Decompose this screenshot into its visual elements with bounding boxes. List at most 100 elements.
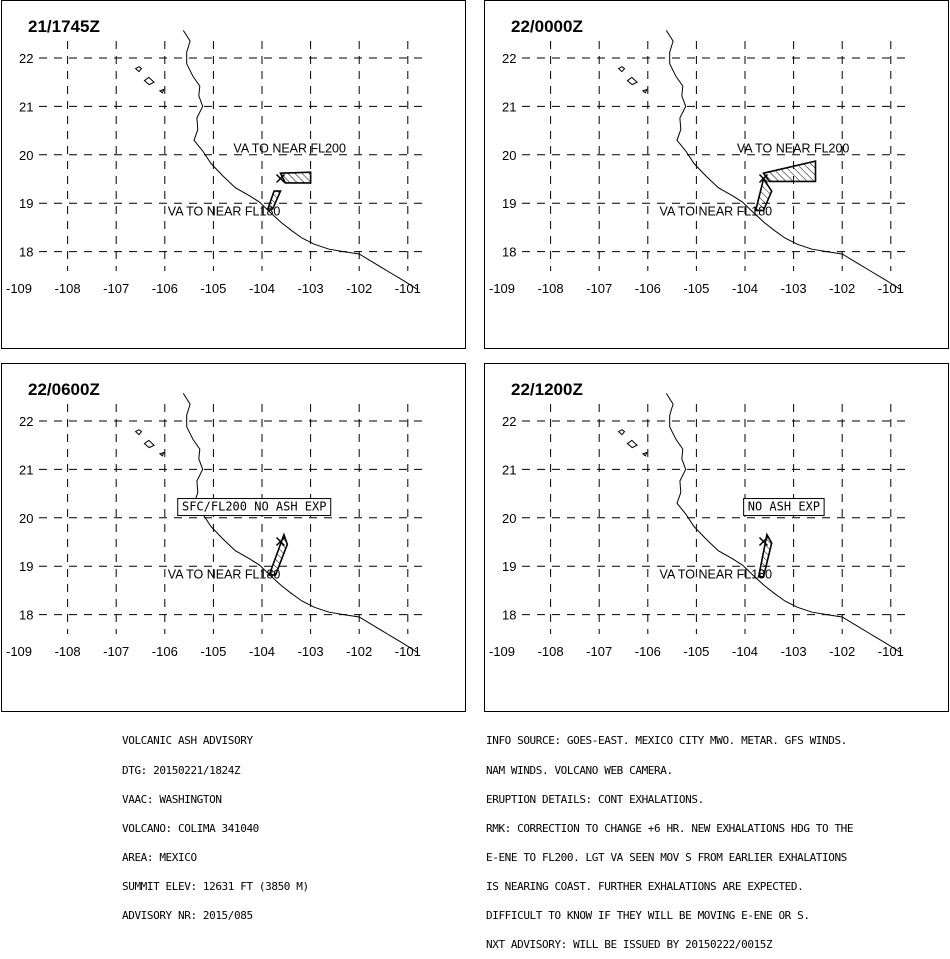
advisory-line: VAAC: WASHINGTON bbox=[122, 792, 222, 806]
latitude-tick-label: 22 bbox=[19, 51, 33, 66]
island bbox=[143, 439, 155, 449]
ash-level-label: VA TO NEAR FL200 bbox=[233, 141, 346, 155]
remarks-line: E-ENE TO FL200. LGT VA SEEN MOV S FROM E… bbox=[486, 850, 847, 864]
longitude-tick-label: -105 bbox=[683, 281, 709, 296]
coastline bbox=[182, 393, 418, 653]
longitude-tick-label: -106 bbox=[635, 281, 661, 296]
panel-3-time: 22/0600Z bbox=[28, 380, 100, 399]
latitude-tick-label: 21 bbox=[502, 462, 516, 477]
island bbox=[143, 76, 155, 86]
advisory-line: VOLCANIC ASH ADVISORY bbox=[122, 734, 253, 748]
longitude-tick-label: -103 bbox=[781, 644, 807, 659]
latitude-tick-label: 19 bbox=[19, 559, 33, 574]
island bbox=[641, 451, 648, 457]
remarks-line: IS NEARING COAST. FURTHER EXHALATIONS AR… bbox=[486, 879, 804, 893]
longitude-tick-label: -101 bbox=[878, 281, 904, 296]
longitude-tick-label: -104 bbox=[249, 644, 275, 659]
remarks-line: NAM WINDS. VOLCANO WEB CAMERA. bbox=[486, 763, 673, 777]
longitude-tick-label: -106 bbox=[635, 644, 661, 659]
map-panel-3: -109 -108 -107 -106 -105 -104 -103 -102 -101 22 21… bbox=[1, 363, 466, 712]
island bbox=[626, 439, 638, 449]
latitude-tick-label: 22 bbox=[19, 414, 33, 429]
longitude-tick-label: -106 bbox=[152, 644, 178, 659]
longitude-tick-label: -108 bbox=[538, 644, 564, 659]
forecast-label-box bbox=[743, 498, 825, 517]
island bbox=[158, 88, 165, 94]
ash-level-label: VA TO NEAR FL180 bbox=[660, 204, 773, 218]
volcano-marker bbox=[275, 173, 285, 184]
longitude-tick-label: -105 bbox=[683, 644, 709, 659]
longitude-tick-label: -104 bbox=[732, 281, 758, 296]
island bbox=[641, 88, 648, 94]
remarks-line: RMK: CORRECTION TO CHANGE +6 HR. NEW EXH… bbox=[486, 821, 854, 835]
map-panel-1: -109 -108 -107 -106 -105 -104 -103 -102 -101 22 21… bbox=[1, 0, 466, 349]
volcano-marker bbox=[758, 536, 768, 547]
longitude-tick-label: -103 bbox=[298, 644, 324, 659]
map-panel-4-map: -109 -108 -107 -106 -105 -104 -103 -102 -101 22 21… bbox=[489, 393, 906, 659]
advisory-line: VOLCANO: COLIMA 341040 bbox=[122, 821, 259, 835]
remarks-line: DIFFICULT TO KNOW IF THEY WILL BE MOVING… bbox=[486, 908, 810, 922]
ash-cloud-polygon bbox=[762, 160, 817, 183]
latitude-tick-label: 20 bbox=[19, 148, 33, 163]
latitude-tick-label: 18 bbox=[19, 245, 33, 260]
island bbox=[617, 429, 626, 436]
ash-cloud-polygon bbox=[757, 532, 773, 578]
island bbox=[626, 76, 638, 86]
latitude-tick-label: 18 bbox=[19, 608, 33, 623]
latitude-tick-label: 18 bbox=[502, 245, 516, 260]
longitude-tick-label: -109 bbox=[6, 281, 32, 296]
longitude-tick-label: -106 bbox=[152, 281, 178, 296]
longitude-tick-label: -108 bbox=[55, 644, 81, 659]
latitude-tick-label: 21 bbox=[19, 462, 33, 477]
volcano-marker bbox=[275, 536, 285, 547]
longitude-tick-label: -101 bbox=[395, 644, 421, 659]
advisory-line: DTG: 20150221/1824Z bbox=[122, 763, 241, 777]
forecast-label-boxed: SFC/FL200 NO ASH EXP bbox=[182, 500, 327, 514]
volcano-marker-stroke bbox=[275, 173, 285, 184]
latitude-tick-label: 19 bbox=[19, 196, 33, 211]
advisory-info: VOLCANIC ASH ADVISORY DTG: 20150221/1824… bbox=[122, 717, 309, 930]
volcano-marker bbox=[758, 173, 768, 184]
volcano-marker-stroke bbox=[275, 536, 285, 547]
longitude-tick-label: -107 bbox=[103, 281, 129, 296]
ash-level-label: VA TO NEAR FL200 bbox=[737, 141, 850, 155]
longitude-tick-label: -102 bbox=[829, 644, 855, 659]
ash-level-label: VA TO NEAR FL180 bbox=[168, 204, 281, 218]
latitude-tick-label: 20 bbox=[502, 511, 516, 526]
latitude-tick-label: 19 bbox=[502, 196, 516, 211]
advisory-line: AREA: MEXICO bbox=[122, 850, 197, 864]
longitude-tick-label: -108 bbox=[538, 281, 564, 296]
longitude-tick-label: -104 bbox=[732, 644, 758, 659]
map-panel-2: -109 -108 -107 -106 -105 -104 -103 -102 -101 22 21… bbox=[484, 0, 949, 349]
remarks-line: ERUPTION DETAILS: CONT EXHALATIONS. bbox=[486, 792, 704, 806]
coastline bbox=[665, 393, 901, 653]
map-panel-3-map: -109 -108 -107 -106 -105 -104 -103 -102 -101 22 21… bbox=[6, 393, 423, 659]
ash-level-label: VA TO NEAR FL180 bbox=[660, 567, 773, 581]
longitude-tick-label: -102 bbox=[346, 644, 372, 659]
longitude-tick-label: -109 bbox=[6, 644, 32, 659]
ash-cloud-polygon bbox=[266, 190, 282, 210]
coastline bbox=[665, 30, 901, 290]
volcano-marker-stroke bbox=[758, 536, 768, 547]
volcano-marker-stroke bbox=[758, 173, 768, 184]
island bbox=[158, 451, 165, 457]
island bbox=[134, 429, 143, 436]
forecast-label-boxed: NO ASH EXP bbox=[748, 500, 820, 514]
longitude-tick-label: -108 bbox=[55, 281, 81, 296]
remarks-info: INFO SOURCE: GOES-EAST. MEXICO CITY MWO.… bbox=[486, 717, 854, 959]
panel-1-time: 21/1745Z bbox=[28, 17, 100, 36]
latitude-tick-label: 21 bbox=[19, 99, 33, 114]
latitude-tick-label: 20 bbox=[19, 511, 33, 526]
longitude-tick-label: -107 bbox=[586, 281, 612, 296]
latitude-tick-label: 20 bbox=[502, 148, 516, 163]
advisory-line: SUMMIT ELEV: 12631 FT (3850 M) bbox=[122, 879, 309, 893]
remarks-line: NXT ADVISORY: WILL BE ISSUED BY 20150222… bbox=[486, 938, 773, 952]
latitude-tick-label: 22 bbox=[502, 414, 516, 429]
panel-2-time: 22/0000Z bbox=[511, 17, 583, 36]
island bbox=[134, 66, 143, 73]
longitude-tick-label: -105 bbox=[200, 281, 226, 296]
remarks-line: INFO SOURCE: GOES-EAST. MEXICO CITY MWO.… bbox=[486, 734, 847, 748]
latitude-tick-label: 18 bbox=[502, 608, 516, 623]
latitude-tick-label: 22 bbox=[502, 51, 516, 66]
map-panel-4: -109 -108 -107 -106 -105 -104 -103 -102 -101 22 21… bbox=[484, 363, 949, 712]
